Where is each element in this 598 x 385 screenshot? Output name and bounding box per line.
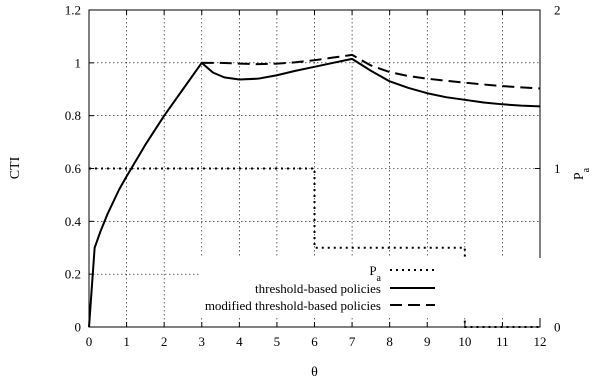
y-tick-label: 1 — [75, 55, 82, 70]
legend-label-threshold: threshold-based policies — [255, 281, 381, 296]
legend-box — [200, 258, 555, 318]
y-tick-label: 1.2 — [65, 3, 81, 18]
x-tick-label: 11 — [496, 334, 509, 349]
x-axis-title: θ — [311, 365, 318, 380]
x-tick-label: 6 — [311, 334, 318, 349]
y2-tick-label: 1 — [554, 161, 561, 176]
y2-tick-label: 0 — [554, 320, 561, 335]
y2-axis-title: Pa — [572, 167, 592, 180]
x-tick-label: 0 — [86, 334, 93, 349]
x-tick-label: 3 — [199, 334, 206, 349]
x-tick-label: 4 — [236, 334, 243, 349]
series-line-1 — [88, 57, 541, 328]
x-tick-label: 5 — [274, 334, 281, 349]
y2-tick-label: 2 — [554, 3, 561, 18]
x-tick-label: 10 — [458, 334, 471, 349]
x-tick-label: 7 — [349, 334, 356, 349]
y-tick-label: 0 — [75, 320, 82, 335]
y-tick-label: 0.4 — [65, 214, 82, 229]
legend-label-pa: Pa — [369, 263, 381, 284]
y2-axis-title-main: P — [572, 172, 587, 180]
y-axis-title: CTI — [8, 156, 23, 179]
legend-label-pa-main: P — [369, 263, 376, 278]
legend-label-modified: modified threshold-based policies — [205, 298, 381, 313]
y-tick-label: 0.2 — [65, 267, 81, 282]
y2-axis-title-subscript: a — [581, 167, 592, 172]
x-tick-label: 9 — [424, 334, 431, 349]
x-tick-label: 2 — [161, 334, 168, 349]
y-tick-label: 0.6 — [65, 161, 82, 176]
x-tick-label: 1 — [123, 334, 130, 349]
axis-ticks — [88, 9, 541, 328]
x-tick-label: 12 — [534, 334, 547, 349]
legend: Pa threshold-based policies modified thr… — [200, 258, 555, 318]
series-line-2 — [201, 53, 541, 90]
x-tick-label: 8 — [386, 334, 393, 349]
legend-label-pa-subscript: a — [377, 273, 382, 284]
y-tick-label: 0.8 — [65, 108, 81, 123]
